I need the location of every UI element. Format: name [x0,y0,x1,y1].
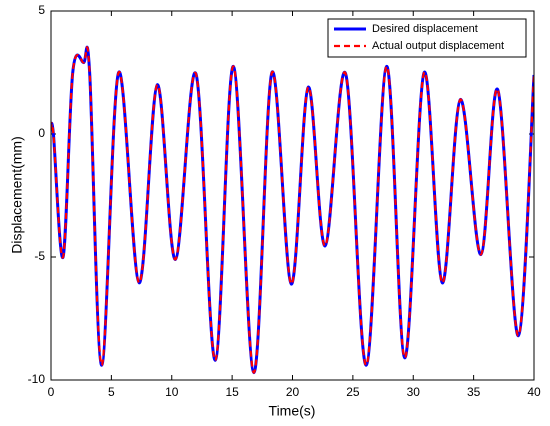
legend-box [327,18,527,58]
x-tick-label: 30 [407,385,421,399]
y-axis-label: Displacement(mm) [9,136,25,253]
x-tick-label: 25 [346,385,360,399]
legend-label: Actual output displacement [372,40,504,52]
x-tick-label: 10 [165,385,179,399]
x-tick-label: 35 [467,385,481,399]
y-tick-label: 0 [38,126,45,140]
x-axis-label: Time(s) [269,403,316,419]
x-tick-label: 40 [527,385,541,399]
x-tick-label: 0 [48,385,55,399]
legend-label: Desired displacement [372,23,478,35]
x-tick-label: 5 [108,385,115,399]
data-line [51,46,534,374]
x-tick-label: 15 [225,385,239,399]
plot-frame [50,10,535,381]
y-tick-label: -10 [28,372,46,386]
x-tick-label: 20 [286,385,300,399]
y-tick-label: -5 [34,249,45,263]
y-tick-label: 5 [38,3,45,17]
